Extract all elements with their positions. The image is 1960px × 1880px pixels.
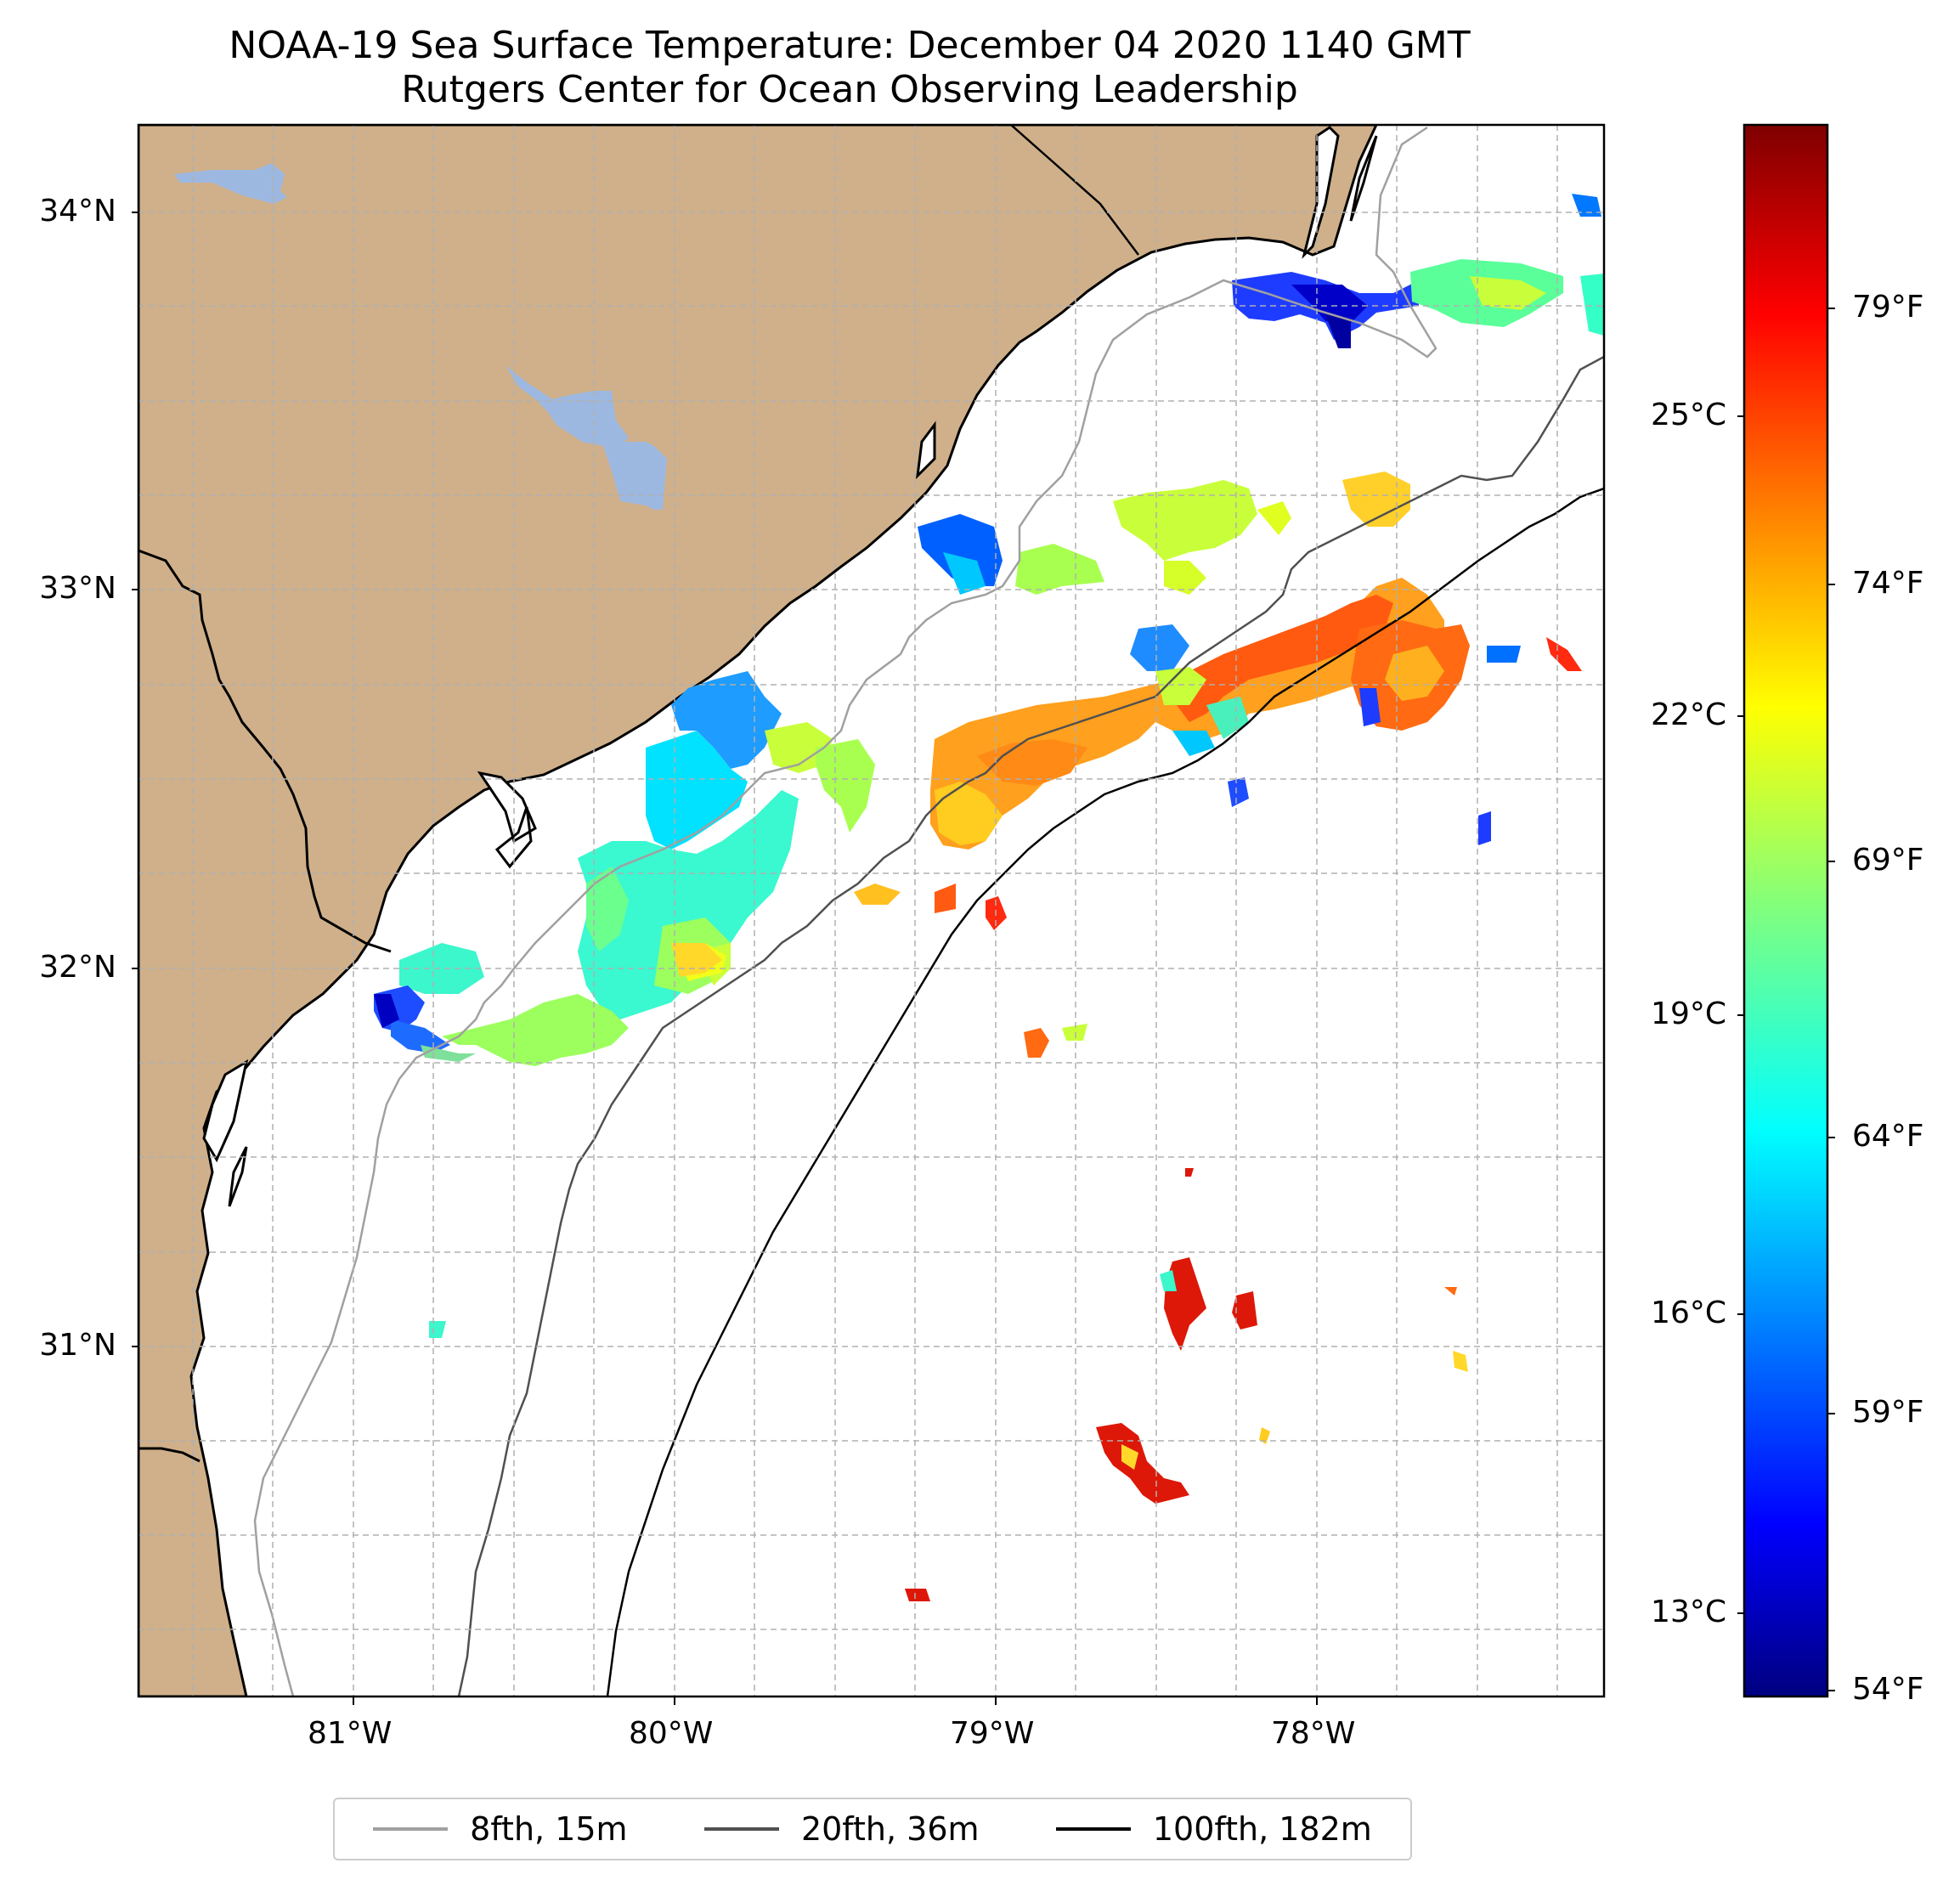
lat-label-32: 32°N: [39, 950, 116, 985]
lake-moultrie: [506, 365, 667, 510]
sst-data: [374, 194, 1604, 1601]
nc-sc-boundary: [1010, 125, 1139, 256]
legend-swatch-15m: [373, 1827, 449, 1831]
lat-label-31: 31°N: [39, 1328, 116, 1363]
axis-ticks: [132, 212, 1318, 1705]
legend-label-36m: 20fth, 36m: [800, 1810, 980, 1848]
legend-item-182m: 100fth, 182m: [1055, 1810, 1372, 1848]
cbar-f-54: 54°F: [1852, 1672, 1924, 1707]
cbar-c-25: 25°C: [1651, 398, 1726, 432]
cbar-f-64: 64°F: [1852, 1119, 1924, 1154]
cbar-c-13: 13°C: [1651, 1595, 1726, 1629]
lat-label-34: 34°N: [39, 194, 116, 229]
contour-legend: 8fth, 15m 20fth, 36m 100fth, 182m: [333, 1798, 1412, 1860]
lon-label-81: 81°W: [308, 1716, 393, 1751]
legend-swatch-36m: [703, 1827, 779, 1831]
title-line2: Rutgers Center for Ocean Observing Leade…: [401, 68, 1298, 111]
colorbar: [1743, 123, 1829, 1698]
cbar-f-59: 59°F: [1852, 1395, 1924, 1430]
contour-15m: [253, 126, 1438, 1697]
contour-182m: [606, 487, 1604, 1697]
state-boundary: [138, 549, 392, 953]
cbar-f-74: 74°F: [1852, 566, 1924, 601]
lat-label-33: 33°N: [39, 571, 116, 606]
ga-fl-boundary: [138, 1447, 201, 1463]
legend-swatch-182m: [1055, 1827, 1131, 1831]
cbar-f-69: 69°F: [1852, 843, 1924, 878]
colorbar-ticks: [1737, 308, 1835, 1691]
lake-marion: [174, 163, 287, 204]
cbar-c-22: 22°C: [1651, 697, 1726, 732]
lon-label-79: 79°W: [950, 1716, 1035, 1751]
lon-label-80: 80°W: [629, 1716, 714, 1751]
coastal-islands: [202, 126, 1378, 1207]
cbar-c-19: 19°C: [1651, 996, 1726, 1031]
legend-item-36m: 20fth, 36m: [703, 1810, 980, 1848]
cbar-c-16: 16°C: [1651, 1296, 1726, 1330]
map-frame: [137, 123, 1606, 1698]
land: [138, 125, 1378, 1697]
legend-label-182m: 100fth, 182m: [1152, 1810, 1372, 1848]
title-line1: NOAA-19 Sea Surface Temperature: Decembe…: [229, 24, 1471, 67]
legend-label-15m: 8fth, 15m: [470, 1810, 628, 1848]
cbar-f-79: 79°F: [1852, 290, 1924, 325]
contour-36m: [457, 355, 1604, 1697]
lon-label-78: 78°W: [1271, 1716, 1356, 1751]
gridlines: [138, 125, 1604, 1697]
legend-item-15m: 8fth, 15m: [373, 1810, 628, 1848]
